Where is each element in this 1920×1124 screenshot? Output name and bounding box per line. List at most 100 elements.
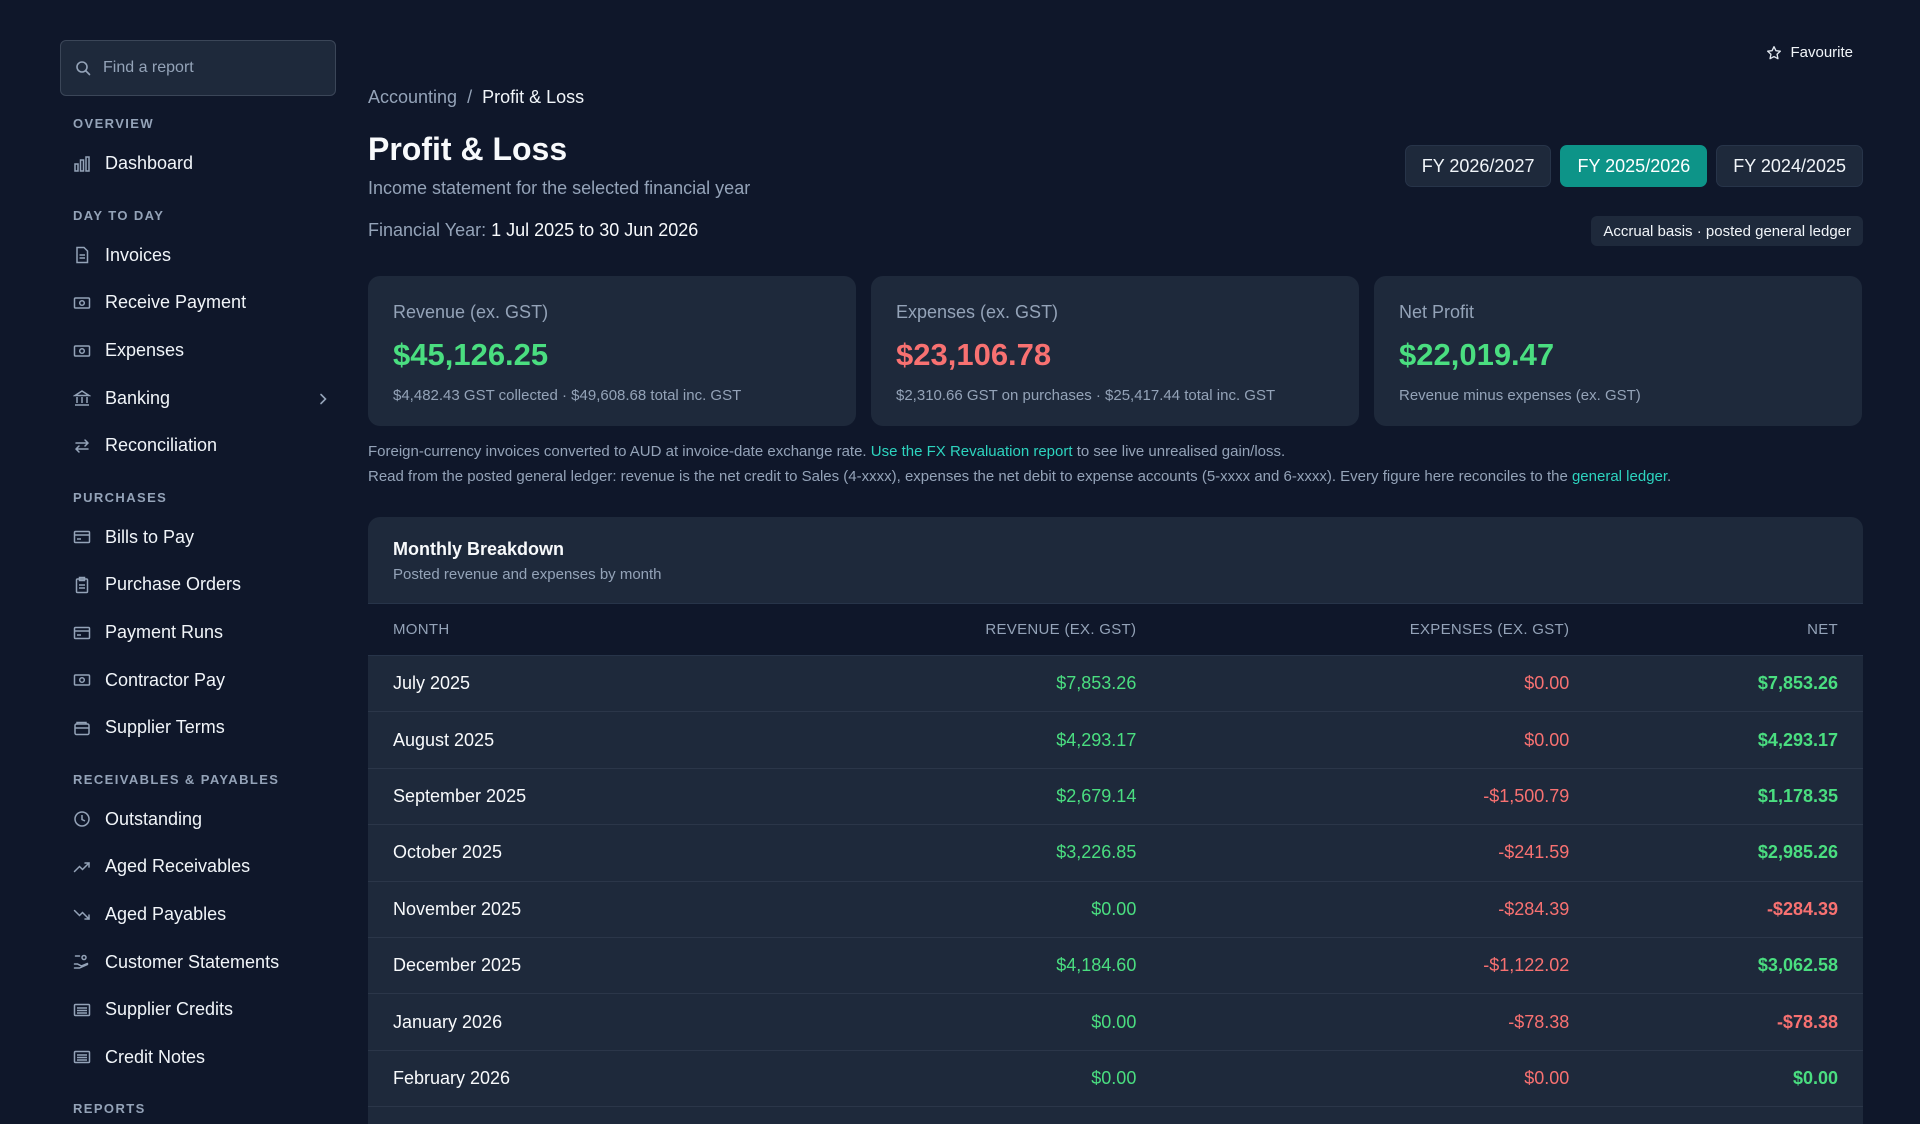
sidebar-item-supplier-credits[interactable]: Supplier Credits [60, 986, 336, 1034]
section-label: PURCHASES [73, 489, 168, 505]
sidebar-item-banking[interactable]: Banking [60, 374, 336, 422]
sidebar-item-contractor-pay[interactable]: Contractor Pay [60, 656, 336, 704]
sidebar-item-label: Customer Statements [105, 951, 280, 972]
sidebar-item-customer-statements[interactable]: Customer Statements [60, 938, 336, 986]
column-header: NET [1807, 621, 1838, 638]
favourite-label: Favourite [1790, 44, 1853, 61]
sidebar-item-label: Payment Runs [105, 622, 224, 643]
credit-card-icon [73, 528, 91, 546]
fy-dates: 1 Jul 2025 to 30 Jun 2026 [491, 220, 699, 240]
sidebar-item-invoices[interactable]: Invoices [60, 232, 336, 280]
search-input[interactable] [103, 59, 321, 77]
bank-icon [73, 389, 91, 407]
swap-arrows-icon [73, 437, 91, 455]
sidebar-item-label: Purchase Orders [105, 574, 242, 595]
cell-revenue: $0.00 [1091, 1011, 1137, 1032]
card-value: $23,106.78 [896, 337, 1052, 372]
section-label: OVERVIEW [73, 116, 155, 131]
favourite-button[interactable]: Favourite [1766, 44, 1853, 61]
cell-revenue: $7,853.26 [1056, 673, 1137, 694]
summary-cards: Revenue (ex. GST) $45,126.25 $4,482.43 GST… [368, 276, 1862, 426]
sidebar-item-label: Bills to Pay [105, 526, 195, 547]
sidebar-item-purchase-orders[interactable]: Purchase Orders [60, 561, 336, 609]
breadcrumb-parent[interactable]: Accounting [368, 87, 458, 107]
clock-icon [73, 810, 91, 828]
sidebar-item-reconciliation[interactable]: Reconciliation [60, 422, 336, 470]
fy-tab-2025-2026[interactable]: FY 2025/2026 [1560, 145, 1708, 187]
banknote-icon [73, 671, 91, 689]
sidebar-item-dashboard[interactable]: Dashboard [60, 140, 336, 188]
net-profit-card: Net Profit $22,019.47 Revenue minus expens… [1374, 276, 1862, 426]
cell-net: $2,985.26 [1757, 842, 1838, 863]
sidebar-item-payment-runs[interactable]: Payment Runs [60, 609, 336, 657]
fy-selector: FY 2026/2027 FY 2025/2026 FY 2024/2025 [1404, 145, 1863, 187]
card-value: $45,126.25 [393, 337, 549, 372]
cell-revenue [746, 1107, 1161, 1124]
hand-coins-icon [73, 953, 91, 971]
sidebar-item-credit-notes[interactable]: Credit Notes [60, 1034, 336, 1082]
general-ledger-link[interactable]: general ledger [1571, 468, 1668, 485]
chevron-right-icon [316, 390, 330, 411]
table-row: January 2026 $0.00 -$78.38 -$78.38 [368, 994, 1863, 1051]
ledger-note: Read from the posted general ledger: rev… [368, 468, 1671, 485]
fy-tab-2026-2027[interactable]: FY 2026/2027 [1404, 145, 1552, 187]
clipboard-icon [73, 576, 91, 594]
fy-tab-2024-2025[interactable]: FY 2024/2025 [1716, 145, 1863, 187]
revenue-card: Revenue (ex. GST) $45,126.25 $4,482.43 GST… [368, 276, 856, 426]
cell-month: September 2025 [393, 785, 527, 806]
cell-month: July 2025 [393, 673, 471, 694]
sidebar-item-aged-receivables[interactable]: Aged Receivables [60, 843, 336, 891]
cell-expenses: -$284.39 [1498, 898, 1570, 919]
sidebar-item-outstanding[interactable]: Outstanding [60, 796, 336, 844]
cell-net: $1,178.35 [1757, 785, 1838, 806]
list-card-icon [73, 1001, 91, 1019]
table-body: July 2025 $7,853.26 $0.00 $7,853.26 August 2… [368, 656, 1863, 1124]
basis-badge: Accrual basis · posted general ledger [1591, 216, 1863, 246]
main-content: Favourite Accounting / Profit & Loss Pro… [368, 0, 1863, 1124]
banknote-icon [73, 294, 91, 312]
sidebar-item-label: Aged Receivables [105, 856, 251, 877]
cell-revenue: $0.00 [1091, 898, 1137, 919]
cell-expenses: -$1,500.79 [1483, 785, 1570, 806]
table-row [368, 1107, 1863, 1124]
table-row: February 2026 $0.00 $0.00 $0.00 [368, 1050, 1863, 1107]
section-label: REPORTS [73, 1101, 146, 1117]
cell-net: $7,853.26 [1757, 673, 1838, 694]
table-row: October 2025 $3,226.85 -$241.59 $2,985.26 [368, 825, 1863, 882]
panel-subtitle: Posted revenue and expenses by month [393, 566, 662, 583]
fx-revaluation-link[interactable]: Use the FX Revaluation report [870, 443, 1073, 460]
card-label: Revenue (ex. GST) [393, 302, 549, 322]
sidebar-item-label: Reconciliation [105, 435, 218, 456]
section-label: RECEIVABLES & PAYABLES [73, 771, 280, 787]
sidebar-item-label: Invoices [105, 244, 172, 265]
banknote-icon [73, 342, 91, 360]
panel-header: Monthly Breakdown Posted revenue and exp… [368, 517, 1863, 603]
sidebar-item-label: Aged Payables [105, 904, 227, 925]
cell-month: October 2025 [393, 842, 503, 863]
sidebar-item-label: Supplier Credits [105, 999, 234, 1020]
sidebar-item-aged-payables[interactable]: Aged Payables [60, 891, 336, 939]
card-subtext: $4,482.43 GST collected · $49,608.68 tot… [393, 387, 742, 404]
card-label: Net Profit [1399, 302, 1475, 322]
cell-revenue: $4,184.60 [1056, 955, 1137, 976]
fy-prefix: Financial Year: [368, 220, 487, 240]
cell-revenue: $0.00 [1091, 1067, 1137, 1088]
cell-expenses: -$1,122.02 [1483, 955, 1570, 976]
star-icon [1767, 45, 1782, 59]
sidebar-item-receive-payment[interactable]: Receive Payment [60, 279, 336, 327]
column-header: MONTH [393, 621, 450, 638]
report-search[interactable] [60, 40, 336, 96]
cell-expenses: $0.00 [1524, 729, 1570, 750]
cell-net: -$284.39 [1766, 898, 1838, 919]
sidebar-item-bills-to-pay[interactable]: Bills to Pay [60, 514, 336, 562]
wallet-icon [73, 719, 91, 737]
sidebar-item-expenses[interactable]: Expenses [60, 327, 336, 375]
table-header-row: MONTH REVENUE (EX. GST) EXPENSES (EX. GST)… [368, 603, 1863, 656]
list-card-icon [73, 1048, 91, 1066]
document-icon [73, 246, 91, 264]
card-label: Expenses (ex. GST) [896, 302, 1059, 322]
sidebar-item-supplier-terms[interactable]: Supplier Terms [60, 704, 336, 752]
trend-up-icon [73, 858, 91, 876]
breadcrumb: Accounting / Profit & Loss [368, 87, 584, 108]
sidebar-item-label: Banking [105, 387, 171, 408]
